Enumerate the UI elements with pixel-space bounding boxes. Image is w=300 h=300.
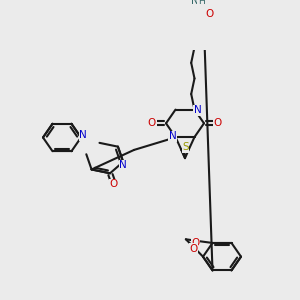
Text: N: N <box>79 130 87 140</box>
Text: O: O <box>191 238 200 248</box>
Text: O: O <box>110 179 118 190</box>
Text: N: N <box>119 160 127 170</box>
Text: O: O <box>148 118 156 128</box>
Text: O: O <box>206 9 214 20</box>
Text: N: N <box>169 131 176 141</box>
Text: H: H <box>198 0 205 6</box>
Text: S: S <box>182 142 189 152</box>
Text: O: O <box>190 244 198 254</box>
Text: N: N <box>191 0 199 6</box>
Text: N: N <box>194 106 201 116</box>
Text: O: O <box>214 118 222 128</box>
